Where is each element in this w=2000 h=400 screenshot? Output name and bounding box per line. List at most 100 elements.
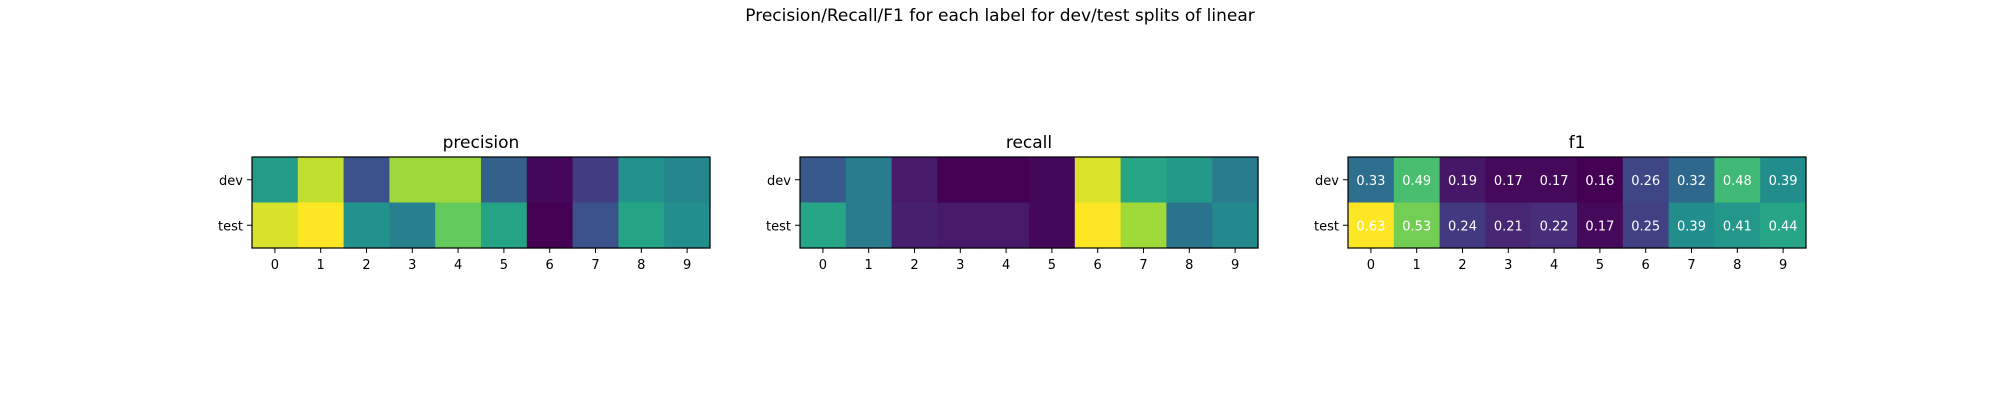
- heatmap-cell: [664, 157, 711, 204]
- heatmap-cell: [1714, 157, 1761, 204]
- heatmap-cell: [389, 202, 436, 249]
- figure-suptitle: Precision/Recall/F1 for each label for d…: [745, 6, 1255, 26]
- x-tick-label: 9: [683, 258, 691, 273]
- y-tick-label: test: [218, 219, 243, 234]
- heatmap-cell: [1120, 202, 1167, 249]
- heatmap-cell: [618, 157, 665, 204]
- cell-value-label: 0.44: [1769, 219, 1798, 234]
- x-tick-label: 0: [1367, 258, 1375, 273]
- heatmap-cell: [435, 157, 482, 204]
- heatmap-cell: [1074, 202, 1122, 249]
- heatmap-cell: [1348, 202, 1395, 249]
- x-tick-label: 5: [500, 258, 508, 273]
- heatmap-cell: [526, 157, 574, 204]
- heatmap-cell: [1212, 202, 1259, 249]
- heatmap-cell: [297, 157, 345, 204]
- heatmap-frame: [799, 156, 1259, 249]
- y-tick-label: test: [1314, 219, 1339, 234]
- y-tick-label: test: [766, 219, 791, 234]
- heatmap-cell: [1531, 202, 1578, 249]
- heatmap-cell: [572, 202, 619, 249]
- x-tick-label: 8: [1185, 258, 1193, 273]
- x-tick-label: 0: [819, 258, 827, 273]
- y-tick-label: dev: [767, 174, 791, 189]
- cell-value-label: 0.24: [1448, 219, 1477, 234]
- heatmap-cell: [1439, 157, 1486, 204]
- cell-value-label: 0.17: [1585, 219, 1614, 234]
- x-tick-label: 1: [865, 258, 873, 273]
- heatmap-cell: [1029, 202, 1076, 249]
- heatmap-cell: [1439, 202, 1486, 249]
- cell-value-label: 0.33: [1356, 174, 1385, 189]
- heatmap-title: f1: [1569, 133, 1586, 153]
- cell-value-label: 0.25: [1631, 219, 1660, 234]
- heatmap-cell: [891, 157, 938, 204]
- heatmap-cell: [1760, 202, 1807, 249]
- x-tick-label: 2: [910, 258, 918, 273]
- cell-value-label: 0.39: [1769, 174, 1798, 189]
- cell-value-label: 0.19: [1448, 174, 1477, 189]
- y-tick-label: dev: [219, 174, 243, 189]
- heatmap-cell: [481, 202, 528, 249]
- x-tick-label: 2: [1458, 258, 1466, 273]
- x-tick-label: 3: [956, 258, 964, 273]
- x-tick-label: 5: [1048, 258, 1056, 273]
- x-tick-label: 9: [1231, 258, 1239, 273]
- x-tick-label: 7: [591, 258, 599, 273]
- heatmap-cell: [343, 202, 390, 249]
- heatmap-cell: [937, 202, 984, 249]
- x-tick-label: 6: [1094, 258, 1102, 273]
- cell-value-label: 0.49: [1402, 174, 1431, 189]
- x-tick-label: 3: [408, 258, 416, 273]
- heatmap-title: precision: [443, 133, 520, 153]
- heatmap-cell: [800, 202, 847, 249]
- heatmap-cell: [1485, 202, 1532, 249]
- cell-value-label: 0.32: [1677, 174, 1706, 189]
- cell-value-label: 0.39: [1677, 219, 1706, 234]
- heatmap-cell: [1029, 157, 1076, 204]
- cell-value-label: 0.17: [1494, 174, 1523, 189]
- heatmap-cell: [1166, 157, 1213, 204]
- heatmap-cell: [1393, 157, 1441, 204]
- heatmap-frame: [251, 156, 711, 249]
- heatmap-cell: [389, 157, 436, 204]
- cell-value-label: 0.16: [1585, 174, 1614, 189]
- x-tick-label: 1: [317, 258, 325, 273]
- heatmap-title: recall: [1006, 133, 1052, 153]
- y-tick-label: dev: [1315, 174, 1339, 189]
- heatmap-cell: [800, 157, 847, 204]
- heatmap-cell: [1212, 157, 1259, 204]
- x-tick-label: 4: [1550, 258, 1558, 273]
- cell-value-label: 0.26: [1631, 174, 1660, 189]
- heatmap-cell: [1393, 202, 1441, 249]
- heatmap-cell: [1668, 157, 1715, 204]
- cell-value-label: 0.21: [1494, 219, 1523, 234]
- heatmap-cell: [1531, 157, 1578, 204]
- cell-value-label: 0.41: [1723, 219, 1752, 234]
- x-tick-label: 4: [1002, 258, 1010, 273]
- cell-value-label: 0.22: [1540, 219, 1569, 234]
- heatmap-cell: [435, 202, 482, 249]
- heatmap-cell: [1622, 157, 1670, 204]
- heatmap-cell: [481, 157, 528, 204]
- heatmap-cell: [1120, 157, 1167, 204]
- heatmap-cell: [1485, 157, 1532, 204]
- x-tick-label: 3: [1504, 258, 1512, 273]
- heatmap-cell: [297, 202, 345, 249]
- heatmap-cell: [845, 157, 893, 204]
- heatmap-cell: [845, 202, 893, 249]
- heatmap-cell: [1760, 157, 1807, 204]
- heatmap-cell: [343, 157, 390, 204]
- heatmap-cell: [983, 202, 1030, 249]
- heatmap-cell: [1714, 202, 1761, 249]
- heatmap-cell: [1577, 157, 1624, 204]
- x-tick-label: 0: [271, 258, 279, 273]
- cell-value-label: 0.17: [1540, 174, 1569, 189]
- heatmap-cell: [983, 157, 1030, 204]
- x-tick-label: 1: [1413, 258, 1421, 273]
- heatmap-cell: [1348, 157, 1395, 204]
- x-tick-label: 9: [1779, 258, 1787, 273]
- x-tick-label: 6: [1642, 258, 1650, 273]
- heatmap-cell: [937, 157, 984, 204]
